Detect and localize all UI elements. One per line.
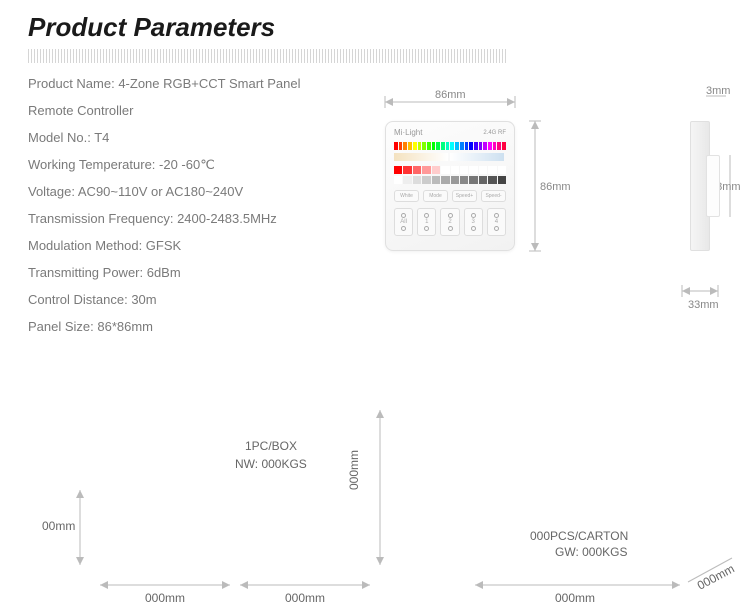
mode-buttons: White Mode Speed+ Speed- — [394, 190, 506, 202]
smallbox-l1: 1PC/BOX — [245, 439, 297, 453]
mode-button: Mode — [423, 190, 448, 202]
largebox-w: 000mm — [555, 591, 595, 605]
smallbox-l2: NW: 000KGS — [235, 457, 307, 471]
rgb-strip — [394, 142, 506, 150]
zone-button: 3 — [464, 208, 483, 236]
spec-item: Panel Size: 86*86mm — [28, 320, 750, 333]
smallbox-w1: 000mm — [145, 591, 185, 605]
zone-buttons: All1234 — [394, 208, 506, 236]
dimming-strip — [394, 176, 506, 184]
page-title: Product Parameters — [0, 0, 750, 49]
zone-button: 2 — [440, 208, 459, 236]
smallbox-w2: 000mm — [285, 591, 325, 605]
largebox-d: 000mm — [695, 562, 737, 593]
dim-top: 3mm — [706, 86, 730, 97]
packaging-diagram: 00mm 000mm 000mm 000mm 1PC/BOX NW: 000KG… — [0, 390, 750, 616]
largebox-l1: 000PCS/CARTON — [530, 529, 628, 543]
mode-button: Speed- — [481, 190, 506, 202]
cct-strip — [394, 153, 506, 161]
saturation-strip — [394, 166, 506, 174]
dim-height: 86mm — [540, 181, 571, 193]
dim-depth: 33mm — [688, 299, 719, 311]
rf-label: 2.4G RF — [483, 130, 506, 136]
mode-button: White — [394, 190, 419, 202]
dim-width: 86mm — [435, 89, 466, 101]
zone-button: 1 — [417, 208, 436, 236]
largebox-l2: GW: 000KGS — [555, 545, 627, 559]
smallbox-h: 00mm — [42, 519, 75, 533]
product-panel-side-inset — [706, 155, 720, 217]
brand-label: Mi·Light — [394, 128, 422, 137]
zone-button: 4 — [487, 208, 506, 236]
smallbox-ht: 000mm — [347, 450, 361, 490]
product-panel-front: Mi·Light 2.4G RF White Mode Speed+ Speed- A… — [385, 121, 515, 251]
zone-button: All — [394, 208, 413, 236]
mode-button: Speed+ — [452, 190, 477, 202]
barcode-decoration — [28, 49, 508, 63]
